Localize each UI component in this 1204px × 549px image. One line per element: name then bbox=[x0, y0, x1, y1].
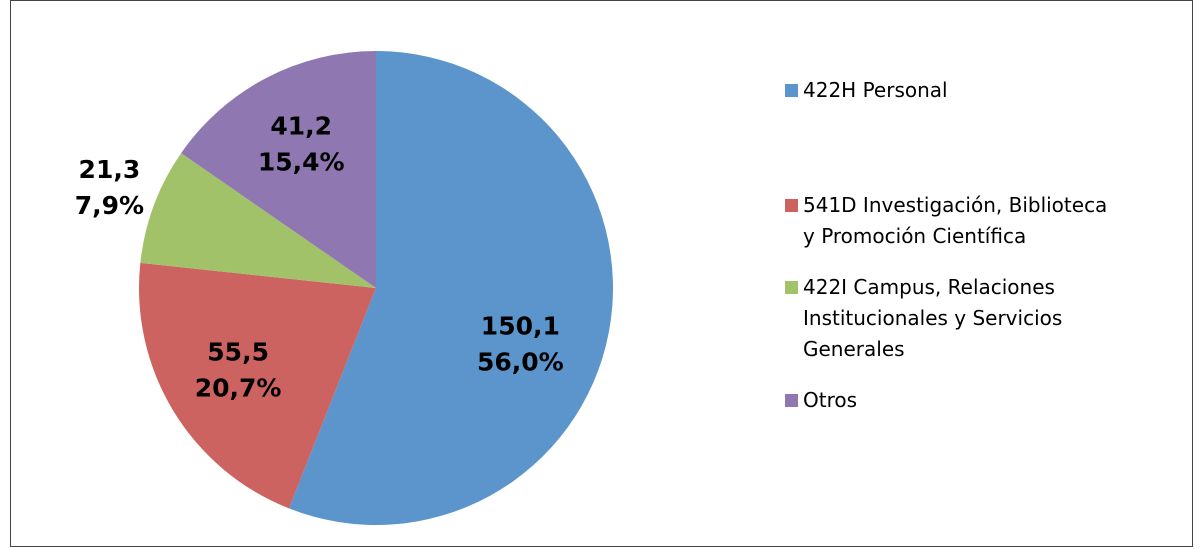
legend-swatch bbox=[785, 199, 798, 212]
pie-slice bbox=[139, 262, 376, 509]
legend: 422H Personal 541D Investigación, Bibliot… bbox=[785, 75, 1115, 416]
data-label-percent: 56,0% bbox=[477, 347, 564, 376]
legend-item: 422I Campus, Relaciones Institucionales … bbox=[785, 272, 1115, 365]
legend-label: Otros bbox=[803, 388, 858, 412]
legend-item: 541D Investigación, Biblioteca y Promoci… bbox=[785, 190, 1115, 252]
data-label-percent: 15,4% bbox=[258, 147, 345, 176]
data-label-value: 41,2 bbox=[270, 111, 332, 140]
data-label-percent: 20,7% bbox=[195, 373, 282, 402]
data-label-value: 150,1 bbox=[481, 311, 560, 340]
data-label-value: 55,5 bbox=[207, 337, 269, 366]
legend-label: 422H Personal bbox=[803, 78, 948, 102]
legend-item: Otros bbox=[785, 385, 1115, 416]
legend-swatch bbox=[785, 394, 798, 407]
data-label-percent: 7,9% bbox=[75, 191, 144, 220]
chart-frame bbox=[10, 0, 1193, 547]
legend-item: 422H Personal bbox=[785, 75, 1115, 106]
legend-swatch bbox=[785, 281, 798, 294]
data-label-value: 21,3 bbox=[79, 155, 141, 184]
legend-label: 422I Campus, Relaciones Institucionales … bbox=[803, 275, 1063, 361]
pie-slice bbox=[181, 51, 376, 288]
legend-label: 541D Investigación, Biblioteca y Promoci… bbox=[803, 193, 1108, 248]
pie-slice bbox=[140, 153, 376, 288]
legend-swatch bbox=[785, 84, 798, 97]
pie-slice bbox=[288, 51, 613, 525]
